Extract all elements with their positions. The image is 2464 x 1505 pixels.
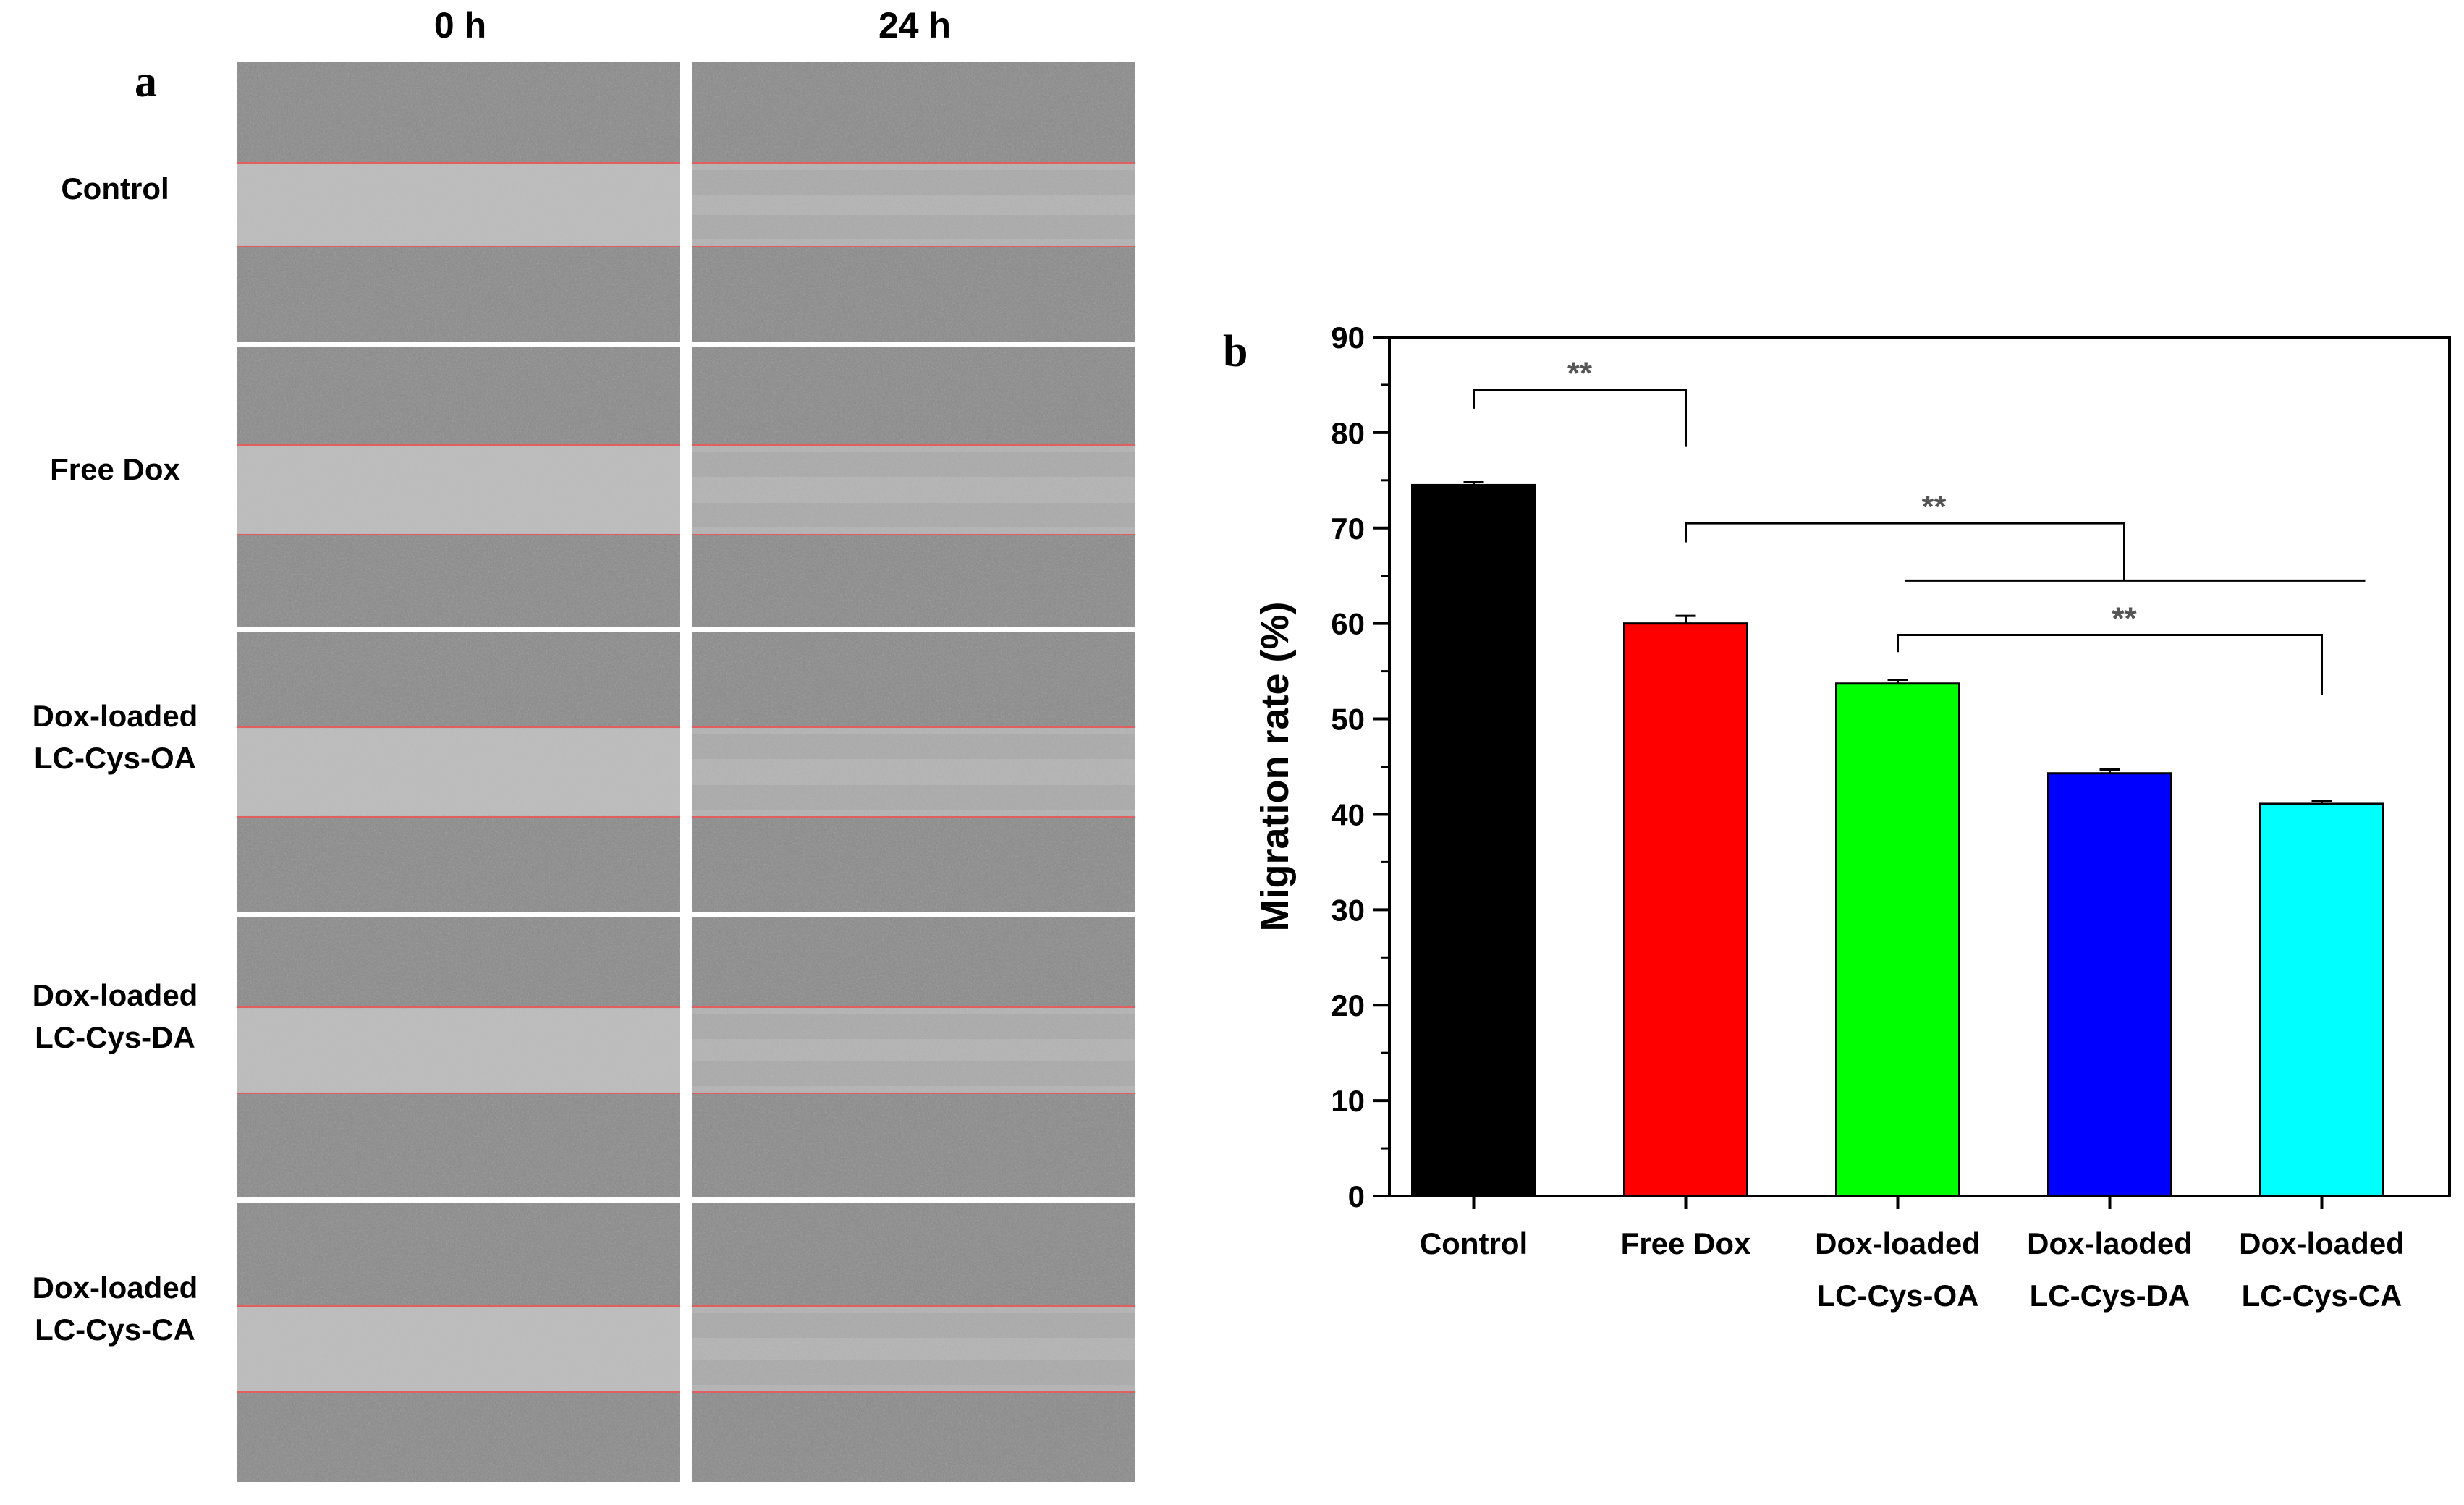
y-tick-label: 80: [1331, 416, 1365, 450]
micrograph-cell: [692, 62, 1135, 342]
y-axis-title: Migration rate (%): [1253, 601, 1297, 931]
significance-bracket: [1473, 389, 1687, 447]
row-label: Dox-loaded LC-Cys-DA: [0, 975, 230, 1059]
x-category-label: Dox-laoded: [2027, 1226, 2193, 1260]
column-header-24h: 24 h: [878, 5, 952, 46]
micrograph-cell: [692, 917, 1135, 1197]
micrograph-cell: [237, 1203, 680, 1482]
micrograph-cell: [237, 632, 680, 912]
significance-bracket: [1685, 522, 2125, 581]
micrograph-cell: [237, 62, 680, 342]
x-category-label: Dox-loaded: [2239, 1226, 2405, 1260]
x-category-label: LC-Cys-CA: [2242, 1279, 2402, 1313]
micrograph-cell: [237, 917, 680, 1197]
significance-label: **: [1921, 489, 1947, 525]
panel-b-letter: b: [1223, 327, 1248, 376]
y-tick-label: 50: [1331, 703, 1365, 737]
micrograph-cell: [237, 347, 680, 627]
panel-a-letter: a: [135, 57, 157, 106]
x-category-label: LC-Cys-DA: [2030, 1279, 2190, 1313]
y-tick-label: 10: [1331, 1084, 1365, 1118]
micrograph-cell: [692, 347, 1135, 627]
y-tick-label: 70: [1331, 512, 1365, 546]
row-label-line: Control: [61, 171, 169, 205]
bar: [1411, 483, 1536, 1197]
y-tick-label: 20: [1331, 988, 1365, 1022]
micrograph-cell: [692, 1203, 1135, 1482]
x-category-label: LC-Cys-OA: [1816, 1279, 1978, 1313]
micrograph-cell: [692, 632, 1135, 912]
row-label: Control: [0, 168, 230, 210]
row-label-line: Dox-loaded: [32, 699, 198, 733]
row-label: Free Dox: [0, 449, 230, 491]
y-tick-label: 60: [1331, 607, 1365, 641]
row-label-line: Dox-loaded: [32, 1271, 198, 1305]
row-label-line: LC-Cys-OA: [33, 741, 196, 775]
significance-bracket: [1897, 633, 2323, 695]
y-tick-label: 40: [1331, 797, 1365, 831]
bar: [1835, 682, 1960, 1197]
x-category-label: Control: [1420, 1226, 1528, 1260]
column-header-0h: 0 h: [433, 5, 487, 46]
y-tick-label: 0: [1348, 1179, 1365, 1213]
row-label-line: LC-Cys-CA: [35, 1313, 195, 1347]
significance-label: **: [2112, 601, 2137, 636]
bar: [1623, 622, 1748, 1197]
row-label-line: Dox-loaded: [32, 978, 198, 1012]
significance-label: **: [1567, 356, 1593, 391]
x-category-label: Dox-loaded: [1815, 1226, 1981, 1260]
y-tick-label: 90: [1331, 321, 1365, 355]
x-category-label: Free Dox: [1621, 1226, 1751, 1260]
row-label-line: Free Dox: [50, 452, 180, 486]
row-label: Dox-loaded LC-Cys-OA: [0, 695, 230, 779]
row-label: Dox-loaded LC-Cys-CA: [0, 1267, 230, 1351]
y-tick-label: 30: [1331, 893, 1365, 927]
row-label-line: LC-Cys-DA: [35, 1020, 195, 1054]
bar: [2259, 802, 2384, 1197]
bar: [2047, 772, 2172, 1197]
